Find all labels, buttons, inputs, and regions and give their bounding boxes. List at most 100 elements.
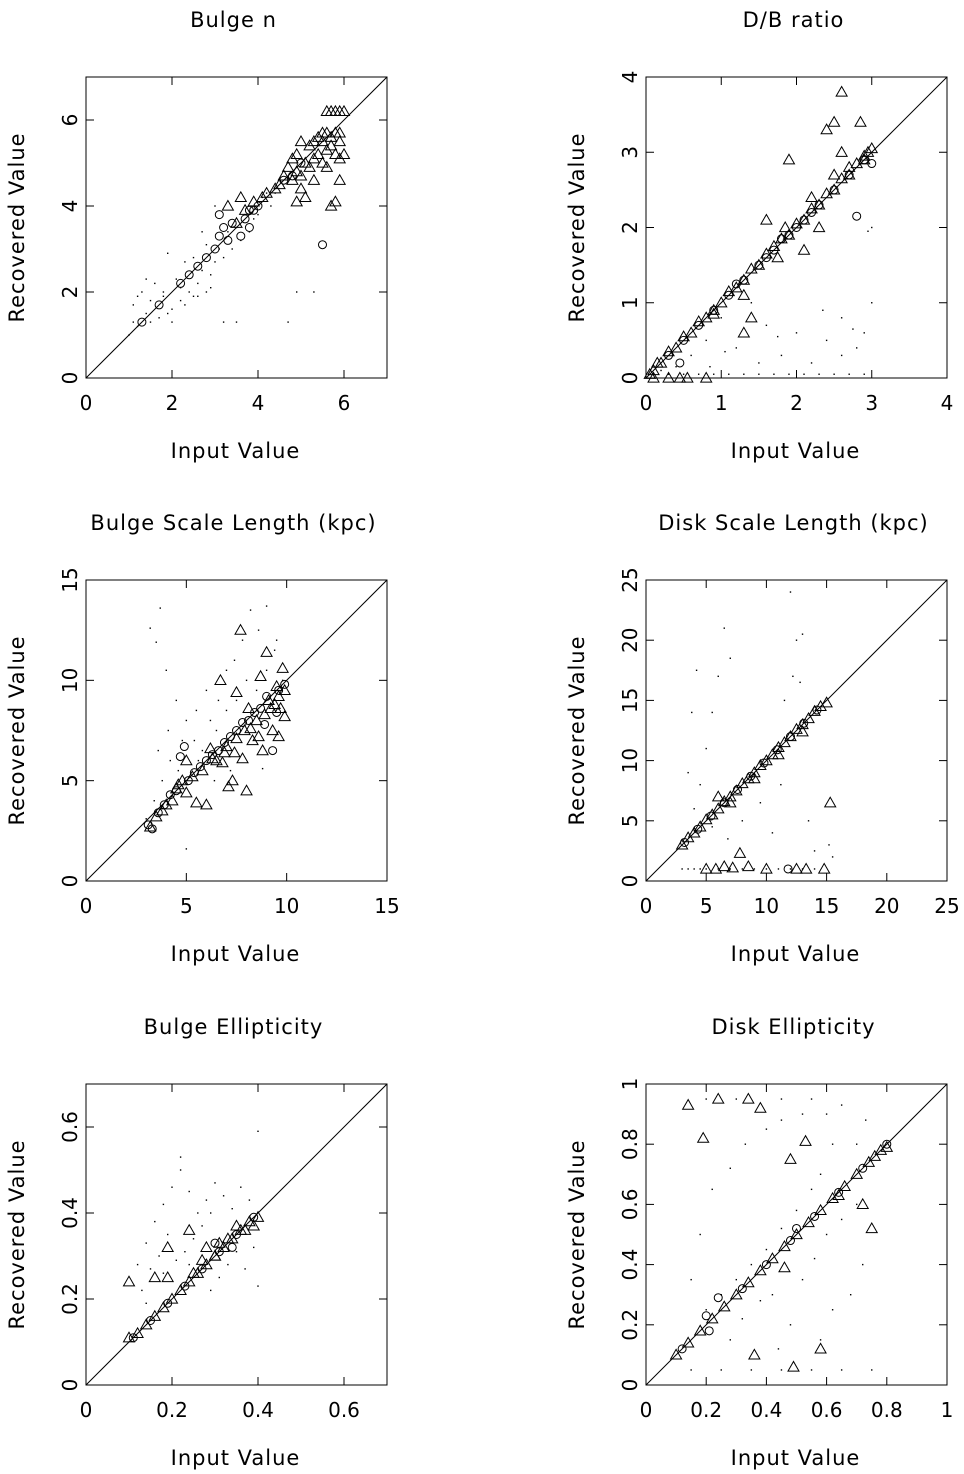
circle-point (693, 824, 703, 834)
x-tick-label: 1 (941, 1398, 954, 1422)
circle-point (807, 207, 817, 217)
dot-point (750, 302, 753, 304)
dot-point (690, 1369, 692, 1371)
dot-point (780, 1098, 783, 1100)
triangle-point (272, 730, 286, 742)
y-tick-label: 20 (618, 627, 642, 652)
dot-point (136, 295, 139, 297)
triangle-point (820, 123, 833, 135)
dot-point (261, 767, 264, 770)
triangle-point (726, 861, 740, 873)
dot-point (162, 295, 165, 297)
circle-point (256, 703, 266, 713)
dot-point (758, 362, 760, 364)
circle-point (784, 230, 794, 240)
triangle-point (311, 147, 325, 160)
triangle-point (122, 1331, 136, 1343)
circle-point (792, 223, 801, 232)
circle-point (253, 201, 263, 211)
dot-point (210, 274, 212, 276)
dot-point (201, 269, 203, 272)
dot-point (705, 868, 707, 870)
data-marks (643, 85, 879, 383)
dot-point (813, 1257, 816, 1260)
dot-point (231, 1208, 233, 1210)
dot-point (865, 1119, 867, 1121)
plot-frame (645, 1083, 948, 1386)
dot-point (145, 1242, 147, 1244)
triangle-point (681, 371, 694, 383)
triangle-point (681, 1336, 695, 1348)
triangle-point (333, 134, 347, 147)
triangle-point (778, 1261, 791, 1273)
dot-point (136, 325, 139, 328)
triangle-point (303, 160, 316, 172)
dot-point (753, 868, 756, 870)
y-tick-label: 15 (618, 688, 642, 713)
triangle-point (880, 1140, 894, 1152)
dot-point (840, 317, 843, 319)
triangle-point (865, 1221, 879, 1234)
dot-point (840, 1218, 843, 1221)
dot-point (167, 729, 169, 732)
circle-point (197, 1264, 207, 1274)
dot-point (233, 659, 236, 661)
triangle-point (711, 1092, 725, 1104)
dot-point (863, 332, 865, 334)
triangle-point (324, 199, 338, 211)
x-tick-label: 2 (790, 391, 803, 415)
dot-point (154, 1220, 156, 1223)
circle-point (799, 215, 809, 225)
triangle-point (307, 173, 321, 185)
triangle-point (850, 1167, 864, 1179)
triangle-point (149, 810, 163, 822)
dot-point (158, 317, 160, 319)
data-marks (122, 1130, 265, 1343)
circle-point (844, 170, 854, 180)
triangle-point (812, 220, 826, 233)
triangle-point (148, 1270, 162, 1283)
triangle-point (714, 296, 728, 308)
triangle-point (823, 796, 837, 808)
dot-point (852, 328, 854, 330)
triangle-point (681, 1098, 695, 1110)
triangle-point (281, 160, 295, 172)
circle-point (238, 717, 248, 727)
y-tick-label: 3 (618, 146, 642, 159)
dot-point (313, 291, 315, 293)
triangle-point (256, 744, 269, 756)
triangle-point (647, 371, 660, 383)
triangle-point (294, 182, 308, 194)
dot-point (184, 304, 186, 306)
triangle-point (161, 1270, 175, 1283)
dot-point (245, 679, 248, 682)
dot-point (810, 1369, 813, 1371)
dot-point (165, 669, 167, 671)
dot-point (275, 639, 278, 641)
circle-point (733, 784, 743, 794)
dot-point (773, 373, 775, 375)
triangle-point (799, 862, 813, 874)
dot-point (807, 820, 810, 822)
circle-point (731, 279, 741, 289)
dot-point (162, 1272, 165, 1274)
dot-point (813, 850, 816, 852)
dot-point (185, 848, 188, 850)
triangle-point (221, 1232, 235, 1244)
y-tick-label: 0 (618, 875, 642, 888)
y-tick-label: 0 (618, 372, 642, 385)
triangle-point (693, 1324, 707, 1336)
y-tick-label: 2 (58, 286, 82, 299)
y-axis-label: Recovered Value (5, 1139, 29, 1329)
triangle-point (226, 774, 239, 786)
triangle-point (276, 661, 290, 673)
dot-point (711, 711, 713, 714)
circle-point (268, 746, 278, 756)
dot-point (222, 321, 225, 323)
dot-point (750, 1263, 753, 1266)
circle-point (214, 231, 224, 241)
circle-point (296, 158, 306, 168)
x-tick-label: 20 (874, 894, 899, 918)
dot-point (713, 373, 715, 375)
y-tick-label: 4 (618, 71, 642, 84)
